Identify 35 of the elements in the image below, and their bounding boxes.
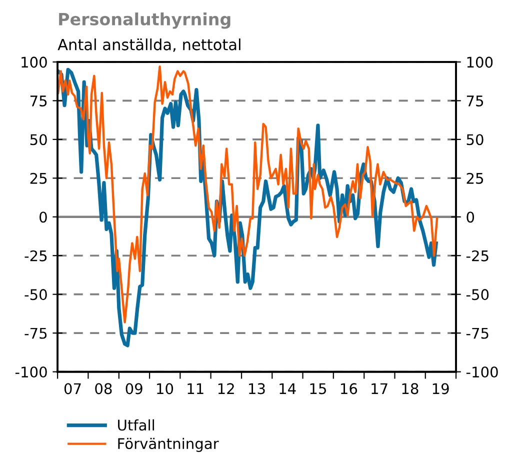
x-tick-label: 07	[64, 383, 81, 394]
y-tick-label: 0	[40, 212, 47, 223]
y2-tick-label: 0	[466, 212, 474, 223]
x-tick-label: 15	[310, 383, 326, 394]
legend-label: Utfall	[118, 419, 154, 431]
y-tick-label: 25	[30, 172, 47, 184]
y2-tick-label: -100	[466, 366, 498, 378]
y2-tick-label: 50	[466, 134, 484, 146]
x-tick-label: 11	[188, 383, 204, 394]
chart-title: Personaluthyrning	[59, 12, 230, 29]
y-tick-label: 75	[30, 96, 47, 106]
y-tick-label: 50	[30, 134, 47, 146]
chart-subtitle: Antal anställda, nettotal	[58, 38, 240, 52]
y-tick-label: 100	[22, 56, 47, 68]
y-tick-label: -100	[15, 366, 47, 378]
x-tick-label: 14	[280, 383, 296, 394]
y-tick-label: -25	[24, 250, 47, 262]
x-tick-label: 19	[432, 383, 449, 394]
y-tick-label: -50	[24, 289, 47, 300]
y2-tick-label: -25	[466, 250, 488, 262]
x-tick-label: 12	[218, 383, 234, 394]
x-tick-label: 16	[341, 383, 358, 394]
legend-label: Förväntningar	[118, 438, 219, 452]
x-tick-label: 17	[372, 383, 388, 394]
y2-tick-label: -75	[466, 328, 488, 339]
y2-tick-label: 25	[466, 172, 484, 184]
x-tick-label: 13	[249, 383, 265, 394]
x-tick-label: 10	[157, 383, 174, 394]
x-tick-label: 09	[126, 383, 142, 394]
y2-tick-label: -50	[466, 289, 489, 300]
y2-tick-label: 75	[466, 96, 484, 106]
x-tick-label: 08	[95, 383, 112, 394]
x-tick-label: 18	[402, 383, 418, 394]
y2-tick-label: 100	[467, 56, 493, 68]
y-tick-label: -75	[24, 328, 47, 339]
